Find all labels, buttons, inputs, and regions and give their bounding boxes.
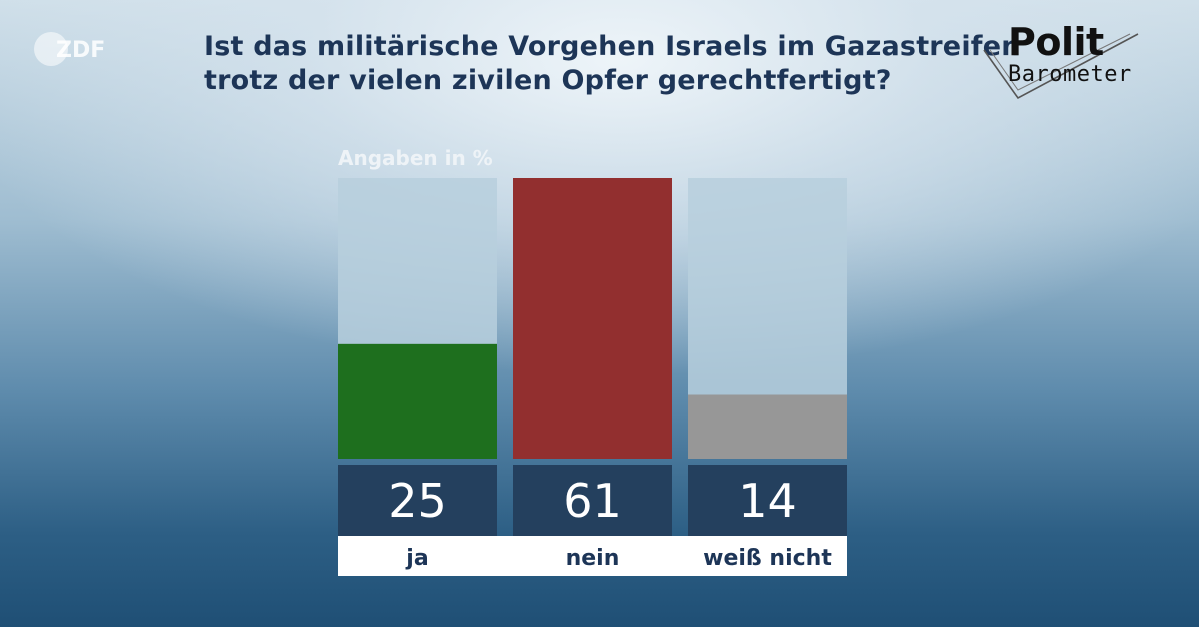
value-box-weinicht [688, 465, 847, 536]
page-title: Ist das militärische Vorgehen Israels im… [204, 30, 1021, 98]
bar-nein [513, 178, 672, 459]
title-line-2: trotz der vielen zivilen Opfer gerechtfe… [204, 65, 892, 96]
bar-ja [338, 343, 497, 459]
zdf-logo: ZDF [34, 32, 104, 66]
zdf-logo-text: ZDF [56, 38, 104, 63]
data-label-ja: 25 [388, 474, 447, 528]
category-label-strip [338, 536, 847, 576]
data-label-nein: 61 [563, 474, 622, 528]
politbarometer-logo: Polit Barometer [978, 20, 1148, 102]
unit-label: Angaben in % [338, 146, 493, 170]
category-label-ja: ja [405, 546, 428, 571]
politbarometer-line2: Barometer [1008, 62, 1132, 87]
value-box-nein [513, 465, 672, 536]
politbarometer-line1: Polit [1008, 20, 1104, 64]
category-label-nein: nein [566, 546, 620, 571]
data-label-weinicht: 14 [738, 474, 797, 528]
checkmark-icon [983, 33, 1139, 100]
category-label-weinicht: weiß nicht [703, 546, 832, 571]
title-line-1: Ist das militärische Vorgehen Israels im… [204, 31, 1021, 62]
bar-weinicht [688, 394, 847, 459]
value-box-ja [338, 465, 497, 536]
